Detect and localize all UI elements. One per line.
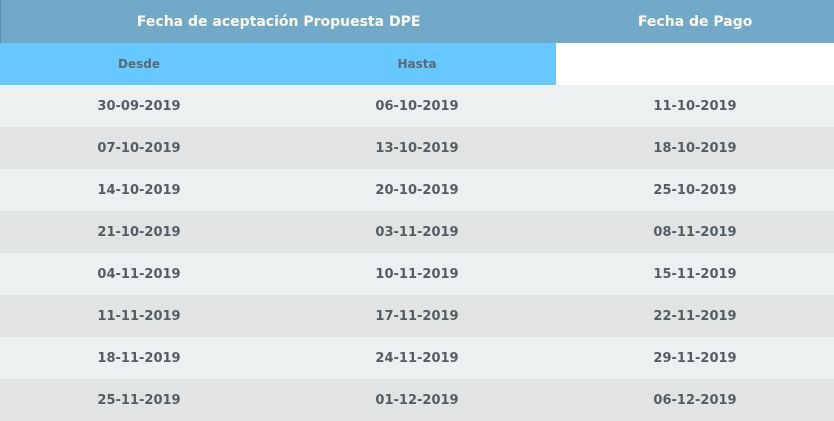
from-date-cell: 14-10-2019 [97, 182, 181, 198]
table-row: 21-10-2019 03-11-2019 08-11-2019 [0, 211, 834, 253]
from-date-cell: 11-11-2019 [97, 308, 181, 324]
table-row: 04-11-2019 10-11-2019 15-11-2019 [0, 253, 834, 295]
table-row: 07-10-2019 13-10-2019 18-10-2019 [0, 127, 834, 169]
table-row: 14-10-2019 20-10-2019 25-10-2019 [0, 169, 834, 211]
payment-date-cell: 18-10-2019 [653, 140, 737, 156]
payment-date-cell: 22-11-2019 [653, 308, 737, 324]
table-row: 11-11-2019 17-11-2019 22-11-2019 [0, 295, 834, 337]
payment-date-cell: 29-11-2019 [653, 350, 737, 366]
to-date-cell: 20-10-2019 [375, 182, 459, 198]
empty-subheader-cell [556, 43, 834, 85]
payment-date-cell: 15-11-2019 [653, 266, 737, 282]
table-subheader-row: Desde Hasta [0, 43, 834, 85]
from-date-cell: 04-11-2019 [97, 266, 181, 282]
from-date-cell: 18-11-2019 [97, 350, 181, 366]
from-header: Desde [0, 43, 278, 85]
table-row: 18-11-2019 24-11-2019 29-11-2019 [0, 337, 834, 379]
to-header: Hasta [278, 43, 556, 85]
to-date-cell: 01-12-2019 [375, 392, 459, 408]
table-header-row: Fecha de aceptación Propuesta DPE Fecha … [0, 0, 834, 43]
to-date-cell: 24-11-2019 [375, 350, 459, 366]
from-date-cell: 25-11-2019 [97, 392, 181, 408]
to-date-cell: 06-10-2019 [375, 98, 459, 114]
from-date-cell: 21-10-2019 [97, 224, 181, 240]
to-date-cell: 17-11-2019 [375, 308, 459, 324]
to-date-cell: 03-11-2019 [375, 224, 459, 240]
acceptance-date-header: Fecha de aceptación Propuesta DPE [136, 13, 421, 30]
payment-date-header: Fecha de Pago [637, 13, 753, 30]
payment-date-cell: 25-10-2019 [653, 182, 737, 198]
payment-date-cell: 11-10-2019 [653, 98, 737, 114]
table-row: 25-11-2019 01-12-2019 06-12-2019 [0, 379, 834, 421]
from-date-cell: 07-10-2019 [97, 140, 181, 156]
payment-date-cell: 08-11-2019 [653, 224, 737, 240]
from-date-cell: 30-09-2019 [97, 98, 181, 114]
to-date-cell: 10-11-2019 [375, 266, 459, 282]
to-date-cell: 13-10-2019 [375, 140, 459, 156]
table-row: 30-09-2019 06-10-2019 11-10-2019 [0, 85, 834, 127]
payment-date-cell: 06-12-2019 [653, 392, 737, 408]
